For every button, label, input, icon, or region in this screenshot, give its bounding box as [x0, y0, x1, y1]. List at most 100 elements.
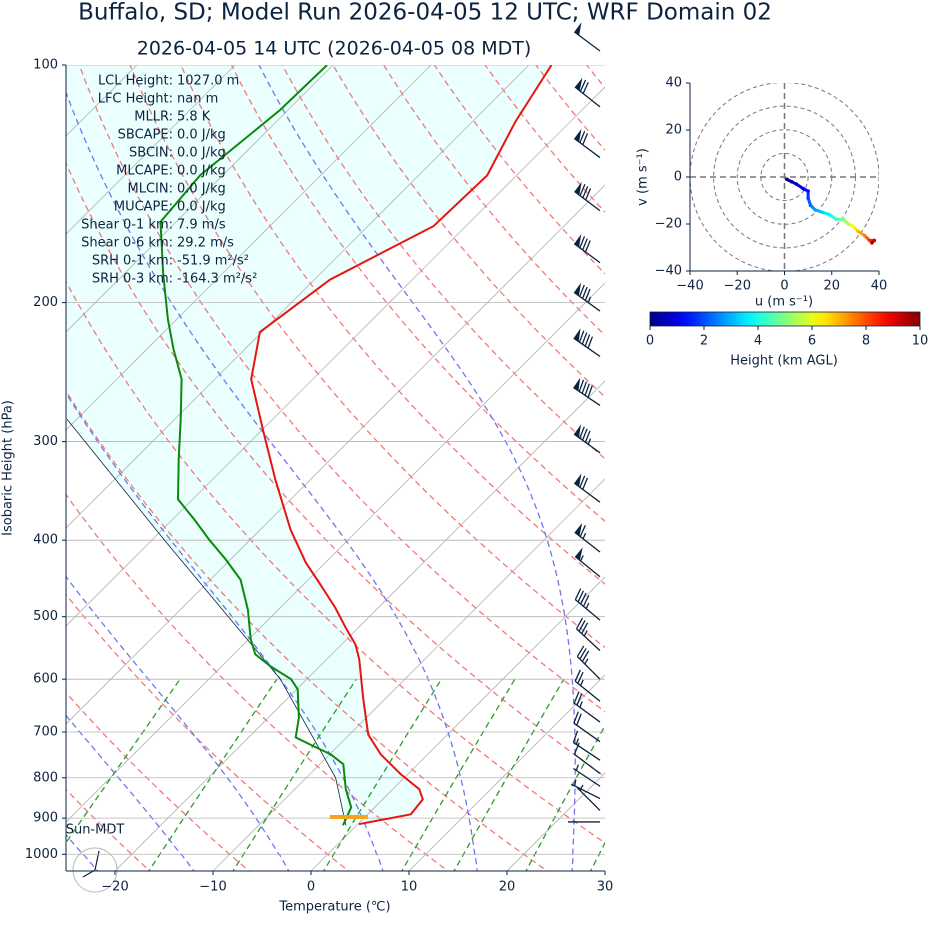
hodo-point — [834, 217, 839, 222]
barb-feather — [587, 336, 594, 349]
index-value: 0.0 J/kg — [177, 200, 226, 215]
dry-adiabat — [535, 65, 605, 152]
barb-staff — [576, 656, 601, 680]
barb-feather — [577, 590, 584, 603]
moist-adiabat — [258, 65, 576, 871]
barb-feather — [579, 184, 586, 196]
wind-barb — [574, 669, 601, 702]
colorbar-tick-label: 0 — [646, 334, 654, 349]
index-value: -164.3 m²/s² — [177, 272, 257, 287]
y-tick-label: 700 — [33, 725, 58, 740]
y-axis-label: Isobaric Height (hPa) — [1, 400, 16, 536]
hodo-point — [813, 208, 818, 212]
barb-feather — [573, 691, 580, 704]
barb-staff — [573, 337, 601, 357]
index-label: SRH 0-1 km: — [92, 254, 173, 269]
mixing-ratio-line — [401, 678, 516, 871]
y-tick-label: 900 — [33, 811, 58, 826]
index-value: 0.0 J/kg — [177, 128, 226, 143]
barb-staff — [573, 722, 601, 743]
isotherm — [66, 86, 605, 627]
hodo-y-tick-label: 20 — [665, 123, 682, 138]
barb-feather — [579, 284, 585, 297]
x-tick-label: 10 — [401, 880, 418, 895]
mixing-ratio-line — [525, 724, 605, 871]
barb-staff — [574, 531, 601, 553]
colorbar-tick-label: 6 — [808, 334, 816, 349]
barb-flag — [574, 282, 582, 296]
index-label: LCL Height: — [98, 74, 173, 89]
y-tick-label: 300 — [33, 434, 58, 449]
isotherm — [66, 184, 605, 725]
barb-feather — [584, 430, 591, 443]
dry-adiabat — [180, 65, 605, 585]
chart-subtitle: 2026-04-05 14 UTC (2026-04-05 08 MDT) — [137, 38, 532, 60]
hodo-point — [870, 241, 874, 245]
wind-barb — [573, 234, 601, 264]
barb-staff — [576, 628, 601, 652]
clock-label: Sun-MDT — [66, 823, 125, 838]
barb-feather — [576, 713, 582, 726]
isotherm — [66, 65, 236, 235]
barb-feather — [582, 186, 589, 199]
dry-adiabat — [332, 65, 605, 398]
barb-feather — [581, 286, 588, 299]
barb-feather — [576, 693, 583, 706]
hodo-point — [846, 222, 851, 226]
wind-barb — [574, 181, 601, 212]
barb-feather — [579, 648, 587, 660]
wind-barb — [573, 691, 601, 723]
barb-feather — [585, 188, 592, 201]
parcel-profile — [66, 418, 347, 826]
hodograph-area — [690, 83, 879, 271]
barb-feather — [573, 711, 579, 724]
index-label: LFC Height: — [98, 92, 173, 107]
moist-adiabat — [66, 90, 478, 871]
barb-feather — [584, 383, 590, 396]
isotherm — [66, 65, 334, 333]
barb-staff — [573, 137, 601, 159]
barb-feather — [579, 475, 586, 488]
barb-feather — [578, 330, 585, 343]
barb-feather — [581, 650, 590, 662]
isotherm — [66, 65, 432, 431]
barb-feather — [582, 133, 589, 146]
moist-adiabat — [66, 575, 290, 871]
barb-flag — [574, 128, 582, 143]
mixing-ratio-line — [589, 841, 605, 871]
wind-barb — [573, 22, 601, 52]
mixing-ratio-line — [636, 679, 735, 874]
hodo-point — [820, 210, 825, 215]
hodo-y-tick-label: 0 — [674, 170, 682, 185]
dewpoint-line — [159, 65, 353, 826]
index-label: SRH 0-3 km: — [92, 272, 173, 287]
barb-feather — [587, 385, 593, 398]
barb-flag — [573, 377, 581, 391]
mixing-ratio-line — [148, 678, 278, 871]
isotherm — [212, 478, 605, 871]
barb-feather — [581, 381, 588, 394]
y-tick-label: 100 — [33, 58, 58, 73]
colorbar-tick-label: 4 — [754, 334, 762, 349]
barb-half — [579, 784, 584, 791]
barb-flag — [573, 328, 581, 342]
hodo-x-tick-label: 0 — [780, 279, 788, 294]
barb-staff — [574, 753, 601, 774]
barb-flag — [574, 77, 583, 91]
barb-half — [582, 532, 587, 540]
hodo-y-tick-label: −40 — [655, 264, 682, 279]
barb-half — [579, 701, 583, 708]
barb-feather — [578, 620, 586, 632]
wind-barb — [576, 645, 601, 680]
hodo-point — [806, 189, 810, 193]
wind-barb — [576, 784, 601, 811]
chart-title: Buffalo, SD; Model Run 2026-04-05 12 UTC… — [78, 0, 772, 26]
barb-feather — [578, 379, 585, 392]
wind-barb — [575, 617, 601, 652]
dry-adiabat — [823, 47, 928, 874]
barb-half — [579, 679, 584, 686]
wind-barb — [573, 128, 601, 159]
mixing-ratio-line — [453, 678, 565, 871]
hodo-point — [863, 233, 867, 238]
